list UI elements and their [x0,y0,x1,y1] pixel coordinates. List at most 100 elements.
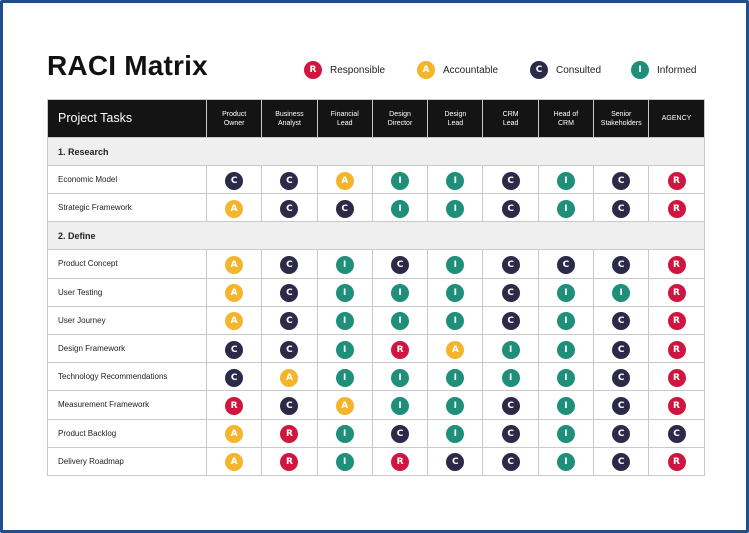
raci-badge-icon: R [280,425,299,444]
raci-badge-icon: I [446,312,465,331]
raci-badge-icon: I [556,312,575,331]
section-title: 2. Define [47,221,705,251]
raci-badge-icon: C [225,340,244,359]
role-column-header: Product Owner [205,99,263,138]
raci-cell: I [316,277,373,307]
table-row: Design Framework C C I R A I I C R [47,333,705,364]
legend: R Responsible A Accountable C Consulted … [0,59,749,81]
raci-cell: C [261,164,318,195]
raci-cell: I [371,277,429,307]
raci-badge-icon: I [501,340,520,359]
raci-cell: I [427,277,484,307]
table-row: Product Concept A C I C I C C C R [47,249,705,279]
raci-badge-icon: I [556,171,575,190]
page-title: RACI Matrix [47,50,208,81]
raci-badge-icon: C [225,171,244,190]
raci-badge-icon: I [446,199,465,218]
raci-badge-icon: C [612,453,631,472]
raci-cell: C [482,446,539,476]
role-header-line: Financial [330,110,359,118]
raci-cell: I [427,249,484,279]
raci-badge-icon: C [501,312,520,331]
raci-badge-icon: C [280,255,299,274]
task-name: User Testing [47,277,207,307]
role-column-header: Design Lead [427,99,484,138]
raci-cell: I [316,305,373,335]
raci-cell: R [648,446,705,476]
raci-badge-icon: R [225,396,244,415]
raci-cell: I [427,362,484,392]
table-row: Measurement Framework R C A I I C I C R [47,390,705,420]
raci-badge-icon: I [391,284,410,303]
legend-label: Consulted [556,64,602,76]
raci-cell: A [316,164,373,195]
raci-cell: C [205,333,263,364]
raci-badge-icon: R [667,284,686,303]
task-name: Delivery Roadmap [47,446,207,476]
raci-badge-icon: R [391,453,410,472]
raci-badge-icon: I [335,425,354,444]
raci-badge-icon: I [335,453,354,472]
raci-badge-icon: C [280,171,299,190]
raci-cell: C [371,249,429,279]
role-header-line: Stakeholders [600,119,642,127]
role-column-header: Business Analyst [261,99,318,138]
raci-cell: C [593,362,650,392]
raci-badge-icon: A [225,199,244,218]
raci-cell: C [593,164,650,195]
raci-badge-icon: C [612,425,631,444]
raci-cell: R [648,249,705,279]
raci-cell: C [316,193,373,223]
raci-cell: R [648,333,705,364]
raci-cell: A [205,305,263,335]
raci-cell: A [205,249,263,279]
task-name: Strategic Framework [47,193,207,223]
raci-badge-icon: A [225,425,244,444]
raci-cell: R [648,277,705,307]
raci-cell: I [427,193,484,223]
raci-cell: A [261,362,318,392]
raci-badge-icon: R [667,171,686,190]
raci-cell: I [482,333,539,364]
raci-cell: I [537,418,595,448]
task-name: Design Framework [47,333,207,364]
raci-badge-icon: A [225,284,244,303]
role-header-line: Senior [611,110,632,118]
raci-cell: I [371,305,429,335]
raci-cell: I [537,277,595,307]
role-header-line: Analyst [277,119,301,127]
raci-badge-icon: C [501,284,520,303]
role-header-line: Design [444,110,467,118]
raci-cell: I [537,333,595,364]
raci-cell: C [205,362,263,392]
role-column-header: CRM Lead [482,99,539,138]
raci-badge-icon: I [335,255,354,274]
task-name: Measurement Framework [47,390,207,420]
legend-label: Responsible [330,64,386,76]
legend-label: Accountable [443,64,499,76]
raci-badge-icon: I [612,284,631,303]
raci-badge-icon: R [667,199,686,218]
raci-badge-icon: I [556,284,575,303]
raci-badge-icon: C [556,255,575,274]
raci-badge-icon: C [280,199,299,218]
raci-badge-icon: R [667,312,686,331]
task-name: Product Concept [47,249,207,279]
section-title: 1. Research [47,137,705,166]
raci-cell: C [482,418,539,448]
responsible-badge-icon: R [304,61,322,79]
raci-cell: C [261,249,318,279]
raci-badge-icon: C [280,396,299,415]
table-row: Technology Recommendations C A I I I I I C R [47,362,705,392]
raci-badge-icon: I [446,255,465,274]
legend-label: Informed [657,64,697,76]
raci-badge-icon: C [501,255,520,274]
raci-badge-icon: A [335,171,354,190]
raci-badge-icon: A [225,255,244,274]
raci-badge-icon: C [612,312,631,331]
raci-cell: C [537,249,595,279]
raci-cell: I [593,277,650,307]
raci-badge-icon: C [391,425,410,444]
role-header-line: CRM [502,110,519,118]
